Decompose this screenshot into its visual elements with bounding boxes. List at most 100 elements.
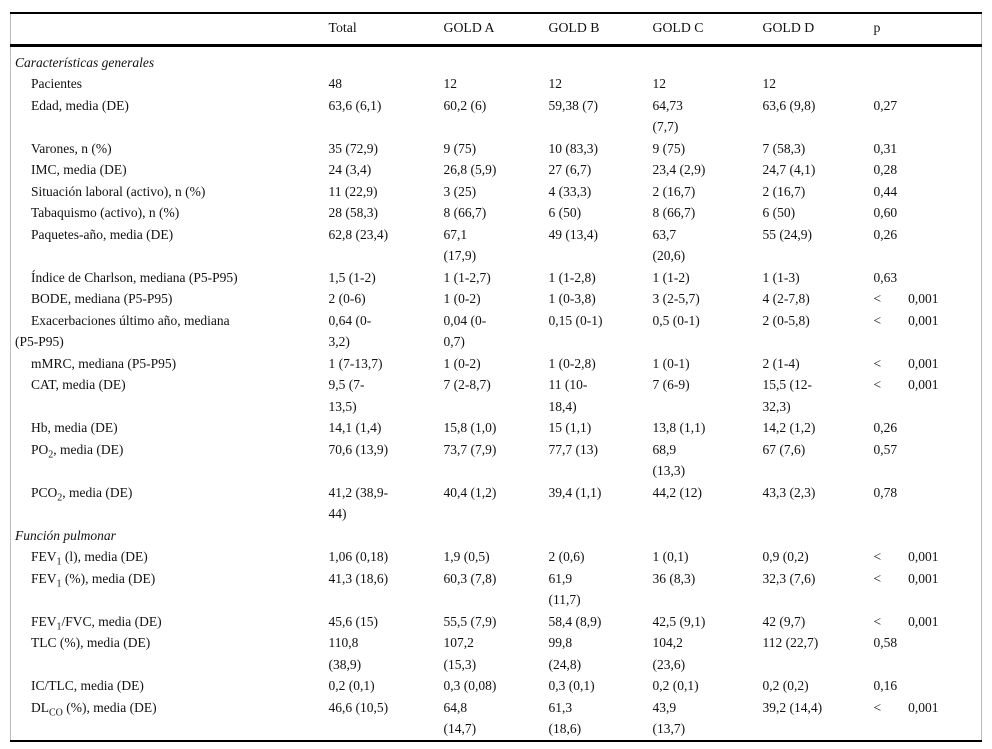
data-cell: 0,2 (0,1) bbox=[652, 678, 699, 693]
row-label: Tabaquismo (activo), n (%) bbox=[11, 202, 329, 224]
data-cell: 67,1 (17,9) bbox=[443, 226, 477, 264]
table-row: FEV1/FVC, media (DE) 45,6 (15) 55,5 (7,9) 5… bbox=[11, 611, 982, 633]
data-cell: 58,4 (8,9) bbox=[548, 613, 602, 629]
data-cell: 8 (66,7) bbox=[443, 205, 487, 220]
row-label-text: BODE, mediana (P5-P95) bbox=[31, 291, 173, 306]
patient-characteristics-table: Total GOLD A GOLD B GOLD C GOLD D p Cara… bbox=[10, 12, 982, 742]
data-cell: 63,6 (6,1) bbox=[328, 97, 382, 113]
row-label-text: (%), media (DE) bbox=[61, 570, 156, 586]
table-row: DLCO (%), media (DE) 46,6 (10,5) 64,8 (14,… bbox=[11, 697, 982, 741]
data-cell: 14,2 (1,2) bbox=[762, 420, 816, 435]
data-cell: 12 bbox=[762, 76, 777, 91]
data-cell: 0,78 bbox=[873, 484, 898, 500]
row-label: Pacientes bbox=[11, 73, 329, 95]
data-cell: 15,8 (1,0) bbox=[443, 420, 497, 435]
data-cell: 23,4 (2,9) bbox=[652, 162, 706, 177]
data-cell: 13,8 (1,1) bbox=[652, 420, 706, 435]
data-cell: 3 (25) bbox=[443, 183, 477, 199]
data-cell: 36 (8,3) bbox=[652, 570, 696, 586]
data-cell: 1 (0-3,8) bbox=[548, 291, 596, 306]
row-label-subscript: 1 bbox=[56, 578, 62, 590]
row-label: Edad, media (DE) bbox=[11, 95, 329, 138]
row-label: Paquetes-año, media (DE) bbox=[11, 224, 329, 267]
data-cell: 6 (50) bbox=[762, 205, 796, 220]
row-label-text: , media (DE) bbox=[62, 484, 133, 500]
data-cell: 10 (83,3) bbox=[548, 140, 599, 156]
data-cell: 12 bbox=[443, 76, 458, 91]
data-cell: 73,7 (7,9) bbox=[443, 441, 497, 457]
data-cell: 0,57 bbox=[873, 441, 898, 457]
data-cell: 14,1 (1,4) bbox=[328, 420, 382, 435]
row-label: FEV1/FVC, media (DE) bbox=[11, 611, 329, 633]
row-label-text: FEV bbox=[31, 549, 57, 564]
data-cell: 61,3 (18,6) bbox=[548, 699, 582, 737]
table-row: Varones, n (%) 35 (72,9) 9 (75) 10 (83,3) 9 … bbox=[11, 138, 982, 160]
data-cell: 62,8 (23,4) bbox=[328, 226, 389, 242]
data-cell: 1 (0-2) bbox=[443, 291, 481, 306]
table-row: Situación laboral (activo), n (%) 11 (22,… bbox=[11, 181, 982, 203]
data-cell: 0,31 bbox=[873, 140, 898, 156]
data-cell bbox=[874, 73, 982, 95]
data-cell: 0,27 bbox=[873, 97, 898, 113]
table-row: FEV1 (l), media (DE) 1,06 (0,18) 1,9 (0,5)… bbox=[11, 546, 982, 568]
data-cell: 3 (2-5,7) bbox=[652, 291, 700, 306]
data-cell: 15,5 (12- 32,3) bbox=[762, 377, 813, 414]
data-cell: 39,2 (14,4) bbox=[762, 699, 823, 715]
column-header-total: Total bbox=[328, 13, 444, 47]
section-row: Características generales bbox=[11, 45, 982, 73]
data-cell: 1 (0-2) bbox=[443, 355, 481, 371]
row-label-text: Pacientes bbox=[31, 76, 82, 91]
table-row: PCO2, media (DE) 41,2 (38,9- 44) 40,4 (1,2… bbox=[11, 482, 982, 525]
table-row: Tabaquismo (activo), n (%) 28 (58,3) 8 (66… bbox=[11, 202, 982, 224]
data-cell: 6 (50) bbox=[548, 205, 582, 220]
data-cell: 41,2 (38,9- 44) bbox=[328, 484, 389, 522]
data-cell: < 0,001 bbox=[873, 291, 939, 306]
table-row: Índice de Charlson, mediana (P5-P95) 1,5 … bbox=[11, 267, 982, 289]
section-row: Función pulmonar bbox=[11, 525, 982, 547]
data-cell: 7 (2-8,7) bbox=[443, 377, 491, 392]
data-cell: 1,9 (0,5) bbox=[443, 549, 490, 564]
row-label: Hb, media (DE) bbox=[11, 417, 329, 439]
table-row: FEV1 (%), media (DE) 41,3 (18,6) 60,3 (7,8… bbox=[11, 568, 982, 611]
data-cell: 0,9 (0,2) bbox=[762, 549, 809, 564]
data-cell: 2 (0-5,8) bbox=[762, 312, 810, 328]
data-cell: 11 (10- 18,4) bbox=[548, 377, 588, 414]
table-row: PO2, media (DE) 70,6 (13,9) 73,7 (7,9) 77,7… bbox=[11, 439, 982, 482]
data-cell: < 0,001 bbox=[873, 549, 939, 564]
row-label-text: FEV bbox=[31, 570, 57, 586]
row-label-subscript: 2 bbox=[57, 492, 63, 504]
data-cell: 27 (6,7) bbox=[548, 162, 592, 177]
row-label: Índice de Charlson, mediana (P5-P95) bbox=[11, 267, 329, 289]
data-cell: 0,28 bbox=[873, 162, 898, 177]
data-cell: 15 (1,1) bbox=[548, 420, 592, 435]
table-row: Edad, media (DE) 63,6 (6,1) 60,2 (6) 59,38 … bbox=[11, 95, 982, 138]
row-label-text: CAT, media (DE) bbox=[31, 377, 126, 392]
row-label: Varones, n (%) bbox=[11, 138, 329, 160]
data-cell: 1 (1-2,8) bbox=[548, 269, 596, 285]
data-cell: 7 (6-9) bbox=[652, 377, 690, 392]
row-label-text: /FVC, media (DE) bbox=[61, 613, 162, 629]
data-cell: 49 (13,4) bbox=[548, 226, 599, 242]
data-cell: 8 (66,7) bbox=[652, 205, 696, 220]
table-row: Hb, media (DE) 14,1 (1,4) 15,8 (1,0) 15 (1,… bbox=[11, 417, 982, 439]
table-row: CAT, media (DE) 9,5 (7- 13,5) 7 (2-8,7) 11 … bbox=[11, 374, 982, 417]
data-cell: 0,15 (0-1) bbox=[548, 312, 603, 328]
data-cell: 0,60 bbox=[873, 205, 898, 220]
data-cell: 42,5 (9,1) bbox=[652, 613, 706, 629]
data-cell: 0,64 (0- 3,2) bbox=[328, 312, 372, 350]
data-cell: 0,2 (0,2) bbox=[762, 678, 809, 693]
data-cell: 28 (58,3) bbox=[328, 205, 379, 220]
row-label-subscript: 1 bbox=[56, 556, 62, 568]
row-label-subscript: 2 bbox=[48, 449, 54, 461]
data-cell: 0,16 bbox=[873, 678, 898, 693]
row-label-text: PO bbox=[31, 441, 49, 457]
data-cell: 67 (7,6) bbox=[762, 441, 806, 457]
row-label-text: (%), media (DE) bbox=[62, 699, 157, 715]
data-cell: 7 (58,3) bbox=[762, 140, 806, 156]
data-cell: 1 (0,1) bbox=[652, 549, 689, 564]
row-label-text: Tabaquismo (activo), n (%) bbox=[31, 205, 180, 220]
column-header-gold-c: GOLD C bbox=[652, 13, 763, 47]
row-label: PCO2, media (DE) bbox=[11, 482, 329, 525]
data-cell: 0,44 bbox=[873, 183, 898, 199]
